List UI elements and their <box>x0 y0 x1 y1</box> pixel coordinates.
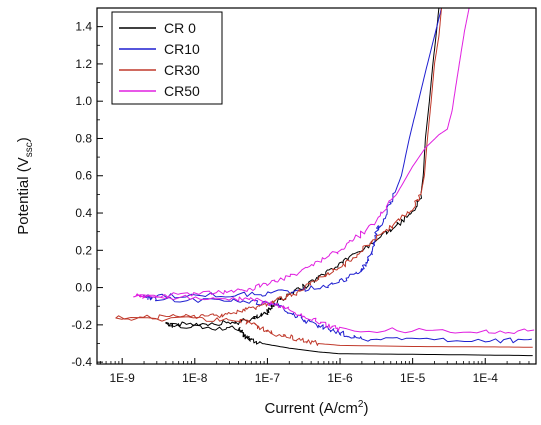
x-tick-label: 1E-6 <box>327 371 353 385</box>
ticks-layer: 1E-9 1E-8 1E-7 1E-6 1E-5 1E-4 1.4 1.2 1.0 0.8 0.6 0… <box>71 20 537 385</box>
y-axis-title-suffix: ) <box>15 137 32 142</box>
x-axis-title-suffix: ) <box>363 400 368 417</box>
y-tick-label: 0.8 <box>75 131 92 145</box>
y-tick-label: 1.2 <box>75 57 92 71</box>
x-axis-title-sup: 2 <box>358 399 364 410</box>
series-line-cr10 <box>142 8 532 344</box>
series-line-cr50 <box>133 8 535 334</box>
y-tick-label: -0.4 <box>71 355 92 369</box>
y-tick-label: 1.4 <box>75 20 92 34</box>
x-tick-label: 1E-5 <box>400 371 426 385</box>
x-axis-title: Current (A/cm2) <box>265 399 369 417</box>
legend-items: CR 0 CR10 CR30 CR50 <box>119 20 200 99</box>
series-line-cr30 <box>115 8 533 348</box>
y-axis-title: Potential (Vssc) <box>15 137 35 235</box>
x-tick-label: 1E-9 <box>110 371 136 385</box>
y-axis-title-main: Potential (V <box>15 157 32 235</box>
legend-label-cr50: CR50 <box>164 83 200 99</box>
y-tick-label: 0.0 <box>75 281 92 295</box>
y-axis-title-sub: ssc <box>24 142 35 157</box>
x-tick-label: 1E-7 <box>255 371 281 385</box>
legend-label-cr10: CR10 <box>164 41 200 57</box>
y-tick-label: 0.6 <box>75 169 92 183</box>
series-line-cr0 <box>165 8 533 357</box>
y-tick-label: -0.2 <box>71 318 92 332</box>
x-tick-label: 1E-4 <box>473 371 499 385</box>
y-tick-label: 1.0 <box>75 94 92 108</box>
y-tick-label: 0.2 <box>75 243 92 257</box>
legend: CR 0 CR10 CR30 CR50 <box>111 11 223 105</box>
y-tick-label: 0.4 <box>75 206 92 220</box>
plot-frame <box>96 7 537 365</box>
legend-label-cr0: CR 0 <box>164 20 196 36</box>
legend-label-cr30: CR30 <box>164 62 200 78</box>
x-axis-title-main: Current (A/cm <box>265 400 358 417</box>
data-layer <box>115 8 535 357</box>
x-tick-label: 1E-8 <box>182 371 208 385</box>
